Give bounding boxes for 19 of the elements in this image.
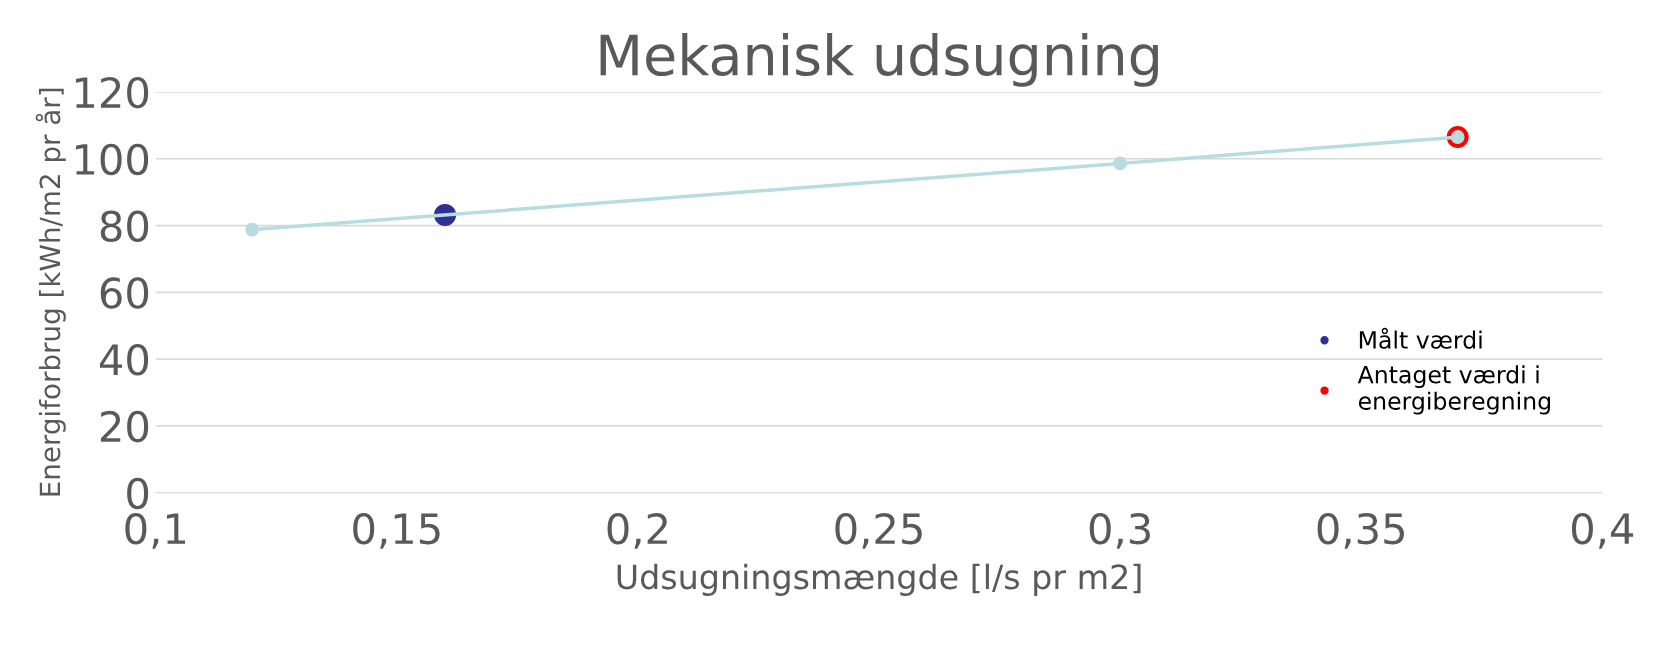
x-tick-label: 0,35 [1317, 512, 1404, 549]
y-tick-label: 80 [100, 210, 149, 242]
legend-label: Antaget værdi i energiberegning [1357, 365, 1550, 415]
x-axis-title: Udsugningsmængde [l/s pr m2] [617, 563, 1141, 596]
y-tick-label: 0 [127, 477, 149, 510]
x-tick-label: 0,1 [125, 512, 186, 549]
x-tick-label: 0,15 [353, 512, 440, 549]
legend-label: Målt værdi [1359, 327, 1482, 349]
y-tick-label: 60 [100, 277, 149, 309]
y-tick-label: 100 [75, 143, 149, 176]
x-tick-label: 0,4 [1571, 512, 1634, 549]
x-tick-label: 0,25 [835, 512, 922, 549]
y-tick-label: 40 [99, 344, 149, 376]
y-axis-title: Energiforbrug [kWh/m2 pr år] [35, 88, 66, 496]
chart-title: Mekanisk udsugning [600, 33, 1158, 87]
x-tick-label: 0,2 [607, 512, 667, 549]
y-tick-label: 120 [75, 76, 149, 109]
y-tick-label: 20 [100, 410, 149, 443]
x-tick-label: 0,3 [1089, 512, 1150, 549]
